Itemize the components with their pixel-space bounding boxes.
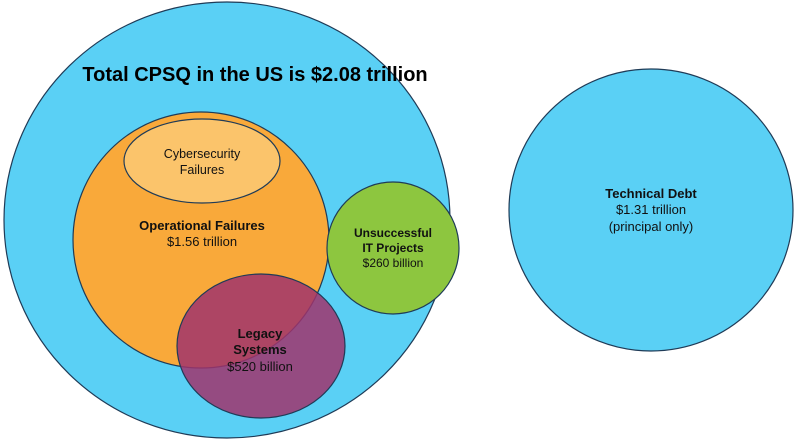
operational-failures-value: $1.56 trillion xyxy=(166,234,238,250)
legacy-value: $520 billion xyxy=(227,358,293,374)
cybersecurity-line2: Failures xyxy=(179,162,225,177)
technical-debt-note: (principal only) xyxy=(608,218,694,234)
cybersecurity-line1: Cybersecurity xyxy=(163,147,241,161)
legacy-line2: Systems xyxy=(233,342,287,358)
unsuccessful-line1: Unsuccessful xyxy=(353,226,433,240)
technical-debt-name: Technical Debt xyxy=(605,186,697,201)
operational-failures-label: Operational Failures $1.56 trillion xyxy=(139,218,265,251)
unsuccessful-it-projects-circle xyxy=(326,181,460,315)
operational-failures-name: Operational Failures xyxy=(139,218,265,233)
legacy-systems-circle xyxy=(176,273,346,419)
unsuccessful-value: $260 billion xyxy=(362,256,424,270)
technical-debt-label: Technical Debt $1.31 trillion (principal… xyxy=(605,186,697,235)
legacy-line1: Legacy xyxy=(237,326,283,341)
technical-debt-circle xyxy=(508,68,794,352)
legacy-systems-label: Legacy Systems $520 billion xyxy=(227,326,293,375)
cybersecurity-failures-ellipse xyxy=(123,118,281,204)
technical-debt-value: $1.31 trillion xyxy=(615,202,687,218)
unsuccessful-it-projects-label: Unsuccessful IT Projects $260 billion xyxy=(354,226,432,271)
diagram-title: Total CPSQ in the US is $2.08 trillion xyxy=(82,64,428,86)
unsuccessful-line2: IT Projects xyxy=(362,241,424,255)
cybersecurity-failures-label: Cybersecurity Failures xyxy=(164,147,240,178)
